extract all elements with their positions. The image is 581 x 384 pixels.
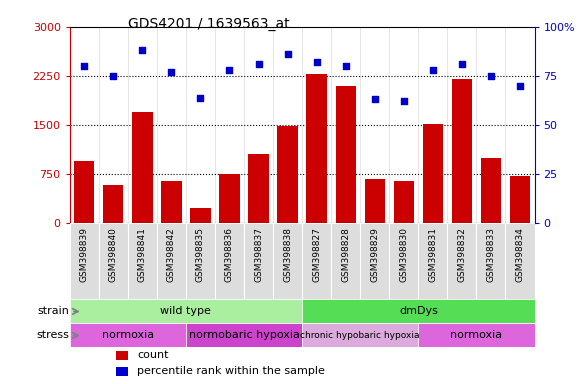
Text: percentile rank within the sample: percentile rank within the sample [137, 366, 325, 376]
Bar [190, 208, 210, 223]
FancyBboxPatch shape [215, 223, 244, 300]
Text: GSM398831: GSM398831 [428, 227, 437, 282]
Bar [161, 180, 181, 223]
Text: GSM398842: GSM398842 [167, 227, 176, 282]
Text: GSM398836: GSM398836 [225, 227, 234, 282]
Bar [307, 74, 327, 223]
Bar [116, 367, 128, 376]
Bar [510, 176, 530, 223]
Bar [249, 154, 268, 223]
FancyBboxPatch shape [331, 223, 360, 300]
FancyBboxPatch shape [505, 223, 535, 300]
FancyBboxPatch shape [70, 300, 302, 323]
Text: chronic hypobaric hypoxia: chronic hypobaric hypoxia [300, 331, 420, 340]
Point [515, 83, 525, 89]
Text: wild type: wild type [160, 306, 211, 316]
Text: GSM398827: GSM398827 [312, 227, 321, 282]
FancyBboxPatch shape [418, 323, 535, 348]
Bar [481, 158, 501, 223]
Text: GSM398838: GSM398838 [283, 227, 292, 282]
FancyBboxPatch shape [273, 223, 302, 300]
FancyBboxPatch shape [360, 223, 389, 300]
Point [399, 98, 408, 104]
Text: count: count [137, 350, 168, 360]
Text: stress: stress [37, 331, 70, 341]
Text: normobaric hypoxia: normobaric hypoxia [189, 331, 299, 341]
Text: GSM398834: GSM398834 [515, 227, 525, 282]
Point [312, 59, 321, 65]
Text: normoxia: normoxia [102, 331, 154, 341]
Point [370, 96, 379, 103]
Bar [423, 124, 443, 223]
Bar [336, 86, 356, 223]
FancyBboxPatch shape [99, 223, 128, 300]
FancyBboxPatch shape [302, 300, 535, 323]
FancyBboxPatch shape [302, 223, 331, 300]
Bar [132, 112, 152, 223]
Point [341, 63, 350, 69]
FancyBboxPatch shape [389, 223, 418, 300]
Bar [103, 185, 124, 223]
FancyBboxPatch shape [157, 223, 186, 300]
Text: GSM398829: GSM398829 [370, 227, 379, 282]
FancyBboxPatch shape [244, 223, 273, 300]
Text: GSM398835: GSM398835 [196, 227, 205, 282]
Point [283, 51, 292, 58]
Text: GSM398837: GSM398837 [254, 227, 263, 282]
FancyBboxPatch shape [447, 223, 476, 300]
Text: GSM398839: GSM398839 [80, 227, 89, 282]
Point [225, 67, 234, 73]
Text: normoxia: normoxia [450, 331, 503, 341]
Point [196, 94, 205, 101]
Bar [394, 180, 414, 223]
Bar [278, 126, 297, 223]
Bar [220, 174, 240, 223]
FancyBboxPatch shape [70, 223, 99, 300]
Bar [116, 351, 128, 360]
FancyBboxPatch shape [418, 223, 447, 300]
Text: GSM398830: GSM398830 [399, 227, 408, 282]
Point [486, 73, 496, 79]
Text: strain: strain [38, 306, 70, 316]
FancyBboxPatch shape [186, 223, 215, 300]
Text: GSM398828: GSM398828 [341, 227, 350, 282]
Point [80, 63, 89, 69]
Point [138, 47, 147, 53]
Point [254, 61, 263, 67]
FancyBboxPatch shape [128, 223, 157, 300]
Bar [365, 179, 385, 223]
Bar [452, 79, 472, 223]
Point [457, 61, 467, 67]
Bar [74, 161, 94, 223]
Text: GSM398832: GSM398832 [457, 227, 467, 282]
Text: GSM398841: GSM398841 [138, 227, 147, 282]
Text: GSM398840: GSM398840 [109, 227, 118, 282]
Text: GDS4201 / 1639563_at: GDS4201 / 1639563_at [128, 17, 289, 31]
Point [428, 67, 437, 73]
FancyBboxPatch shape [70, 323, 186, 348]
Text: dmDys: dmDys [399, 306, 437, 316]
FancyBboxPatch shape [186, 323, 302, 348]
FancyBboxPatch shape [476, 223, 505, 300]
FancyBboxPatch shape [302, 323, 418, 348]
Point [167, 69, 176, 75]
Text: GSM398833: GSM398833 [486, 227, 496, 282]
Point [109, 73, 118, 79]
